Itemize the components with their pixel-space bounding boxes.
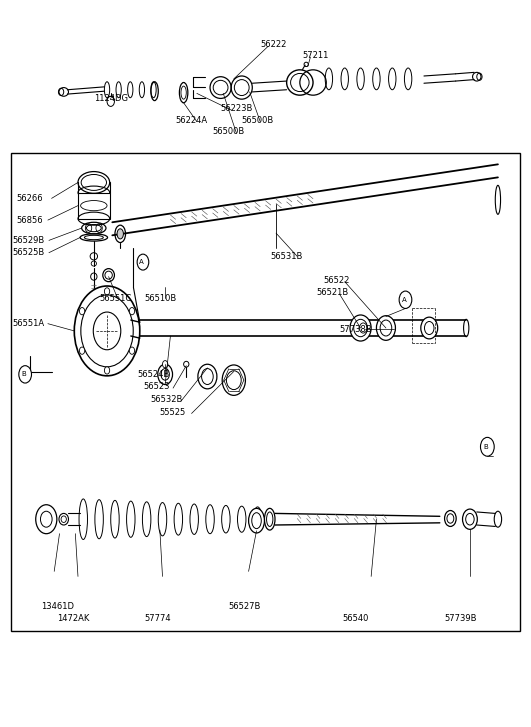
Circle shape — [80, 308, 85, 315]
Text: 56522: 56522 — [323, 276, 350, 285]
Text: 56531B: 56531B — [271, 252, 303, 261]
Text: 56521B: 56521B — [316, 288, 348, 297]
Ellipse shape — [78, 172, 110, 193]
Text: 56525B: 56525B — [12, 248, 44, 257]
Ellipse shape — [444, 510, 456, 526]
Text: 55525: 55525 — [160, 408, 186, 417]
Text: 56222: 56222 — [260, 40, 287, 49]
Text: 56856: 56856 — [16, 216, 43, 225]
Circle shape — [105, 367, 110, 374]
Text: 56500B: 56500B — [213, 127, 245, 136]
Circle shape — [399, 291, 412, 308]
Text: 56524B: 56524B — [138, 370, 170, 379]
Circle shape — [137, 254, 149, 270]
Text: 56551A: 56551A — [12, 319, 44, 328]
Text: 56510B: 56510B — [144, 294, 176, 303]
Ellipse shape — [264, 508, 275, 530]
Ellipse shape — [158, 364, 173, 385]
Ellipse shape — [463, 509, 477, 529]
Text: 56500B: 56500B — [242, 116, 274, 124]
Text: B: B — [21, 371, 26, 377]
Text: B: B — [483, 443, 488, 450]
Text: 56266: 56266 — [16, 194, 43, 203]
Text: 1124DG: 1124DG — [94, 94, 128, 103]
Circle shape — [19, 366, 31, 383]
Ellipse shape — [117, 229, 123, 239]
Text: 56529B: 56529B — [12, 236, 44, 245]
Ellipse shape — [350, 315, 371, 341]
Circle shape — [130, 347, 135, 354]
Text: 56527B: 56527B — [228, 602, 261, 611]
Circle shape — [481, 438, 494, 457]
Circle shape — [105, 288, 110, 295]
Ellipse shape — [59, 513, 68, 525]
Bar — [78, 193, 110, 219]
Ellipse shape — [198, 364, 217, 389]
Circle shape — [162, 361, 168, 368]
Text: A: A — [401, 297, 406, 302]
Circle shape — [130, 308, 135, 315]
Ellipse shape — [376, 316, 396, 340]
Text: 1472AK: 1472AK — [57, 614, 89, 623]
Circle shape — [74, 286, 140, 376]
Text: 56223B: 56223B — [220, 104, 253, 113]
Text: 56532B: 56532B — [150, 395, 183, 404]
Bar — [11, 153, 520, 632]
Circle shape — [80, 347, 85, 354]
Text: 56540: 56540 — [342, 614, 369, 623]
Text: 56224A: 56224A — [176, 116, 208, 124]
Text: 57739B: 57739B — [444, 614, 476, 623]
Text: 57774: 57774 — [144, 614, 170, 623]
Ellipse shape — [222, 365, 245, 395]
Text: 56523: 56523 — [143, 382, 169, 391]
Ellipse shape — [421, 317, 438, 339]
Text: A: A — [139, 259, 144, 265]
Text: 57738B: 57738B — [339, 325, 372, 334]
Ellipse shape — [249, 508, 264, 533]
Text: 56551C: 56551C — [99, 294, 131, 303]
Text: 13461D: 13461D — [41, 602, 74, 611]
Circle shape — [36, 505, 57, 534]
Text: 57211: 57211 — [303, 51, 329, 60]
